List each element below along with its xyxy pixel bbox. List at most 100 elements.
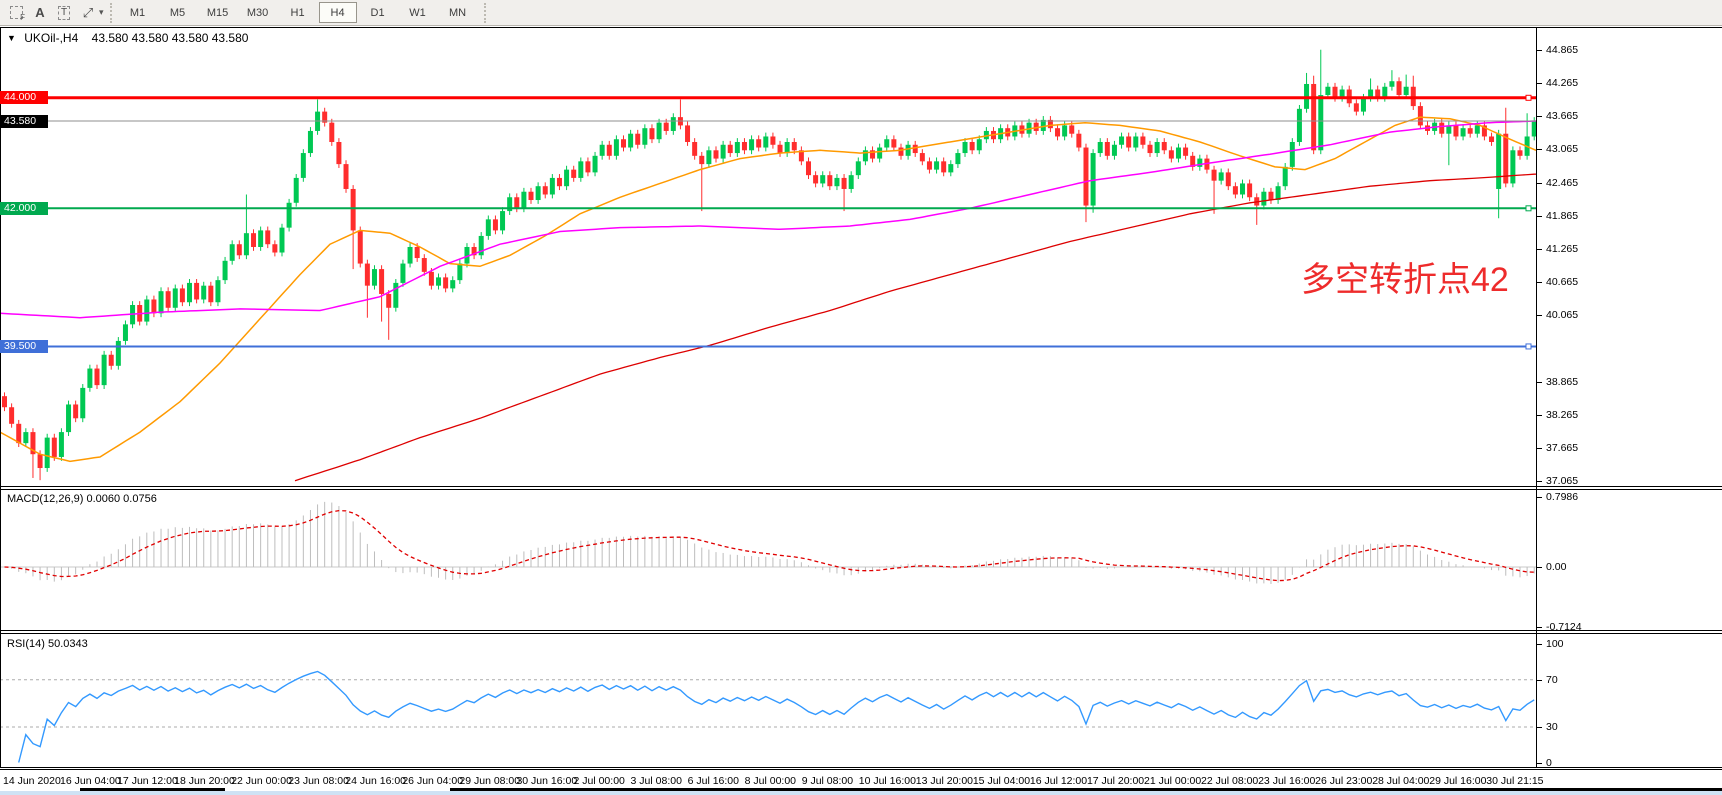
candle-body (528, 191, 534, 201)
candle-body (898, 147, 904, 156)
candle-body (322, 111, 328, 123)
candle-body (464, 246, 470, 264)
time-axis-label: 10 Jul 16:00 (858, 775, 916, 787)
timeframe-button-M30[interactable]: M30 (246, 6, 269, 19)
price-axis-label: 41.265 (1546, 242, 1579, 255)
candle-body (37, 454, 43, 469)
timeframe-button-M1[interactable]: M1 (129, 6, 146, 19)
arrows-dropdown-caret[interactable]: ▾ (99, 7, 104, 17)
candle-body (592, 155, 598, 173)
candle-body (1339, 89, 1345, 98)
candle-body (1289, 142, 1295, 167)
rsi-caption: RSI(14) 50.0343 (7, 638, 88, 650)
timeframe-button-MN[interactable]: MN (448, 6, 467, 19)
bottom-scrollbar-segment[interactable] (80, 788, 225, 791)
price-axis-label: 40.065 (1546, 309, 1579, 322)
candle-body (500, 211, 506, 231)
candle-body (1183, 147, 1189, 156)
candle-body (243, 233, 249, 256)
arrows-tool-icon[interactable]: ⤢ (82, 4, 94, 20)
toolbar-separator (483, 2, 486, 23)
chart-grid-f-icon[interactable]: F (5, 3, 27, 23)
candle-body (670, 117, 676, 131)
hline-handle[interactable] (1525, 343, 1532, 350)
candle-body (934, 161, 940, 170)
hline-handle[interactable] (1525, 205, 1532, 212)
candle-body (649, 128, 655, 140)
timeframe-button-D1[interactable]: D1 (370, 6, 385, 19)
time-axis-label: 24 Jun 16:00 (345, 775, 407, 787)
timeframe-button-H4[interactable]: H4 (318, 2, 357, 23)
price-axis-label: 40.665 (1546, 276, 1579, 289)
candle-body (179, 288, 185, 303)
candle-body (151, 299, 157, 314)
candle-body (1232, 186, 1238, 195)
candle-body (1069, 125, 1075, 134)
candle-body (336, 142, 342, 165)
candle-body (1296, 108, 1302, 143)
candle-body (293, 177, 299, 203)
candle-body (251, 233, 257, 247)
macd-caption: MACD(12,26,9) 0.0060 0.0756 (7, 493, 157, 505)
axis-tick (1537, 727, 1542, 728)
candle-body (784, 142, 790, 154)
candle-body (16, 423, 22, 444)
candle-body (848, 175, 854, 189)
candle-body (443, 277, 449, 289)
price-axis-label: 37.665 (1546, 441, 1579, 454)
timeframe-button-M15[interactable]: M15 (206, 6, 229, 19)
candle-body (699, 155, 705, 165)
candle-body (635, 133, 641, 145)
candle-body (542, 186, 548, 195)
candle-body (855, 161, 861, 176)
macd-axis-label: 0.00 (1546, 561, 1567, 573)
timeframe-button-W1[interactable]: W1 (409, 6, 426, 19)
candle-body (1197, 158, 1203, 167)
time-axis-label: 16 Jul 12:00 (1029, 775, 1088, 787)
time-axis-label: 9 Jul 08:00 (801, 775, 854, 787)
price-axis-label: 41.865 (1546, 209, 1579, 222)
candle-body (727, 144, 733, 154)
candle-body (58, 432, 64, 457)
candle-body (357, 230, 363, 264)
candle-body (663, 122, 669, 131)
candle-body (1318, 95, 1324, 151)
candle-body (478, 235, 484, 256)
candle-body (158, 291, 164, 314)
text-label-icon[interactable]: A (35, 5, 45, 20)
candle-body (51, 437, 57, 457)
price-axis-label: 44.265 (1546, 77, 1579, 90)
timeframe-button-H1[interactable]: H1 (290, 6, 305, 19)
timeframe-button-M5[interactable]: M5 (169, 6, 186, 19)
candle-body (229, 244, 235, 261)
candle-body (400, 263, 406, 283)
candle-body (1083, 147, 1089, 206)
candle-body (80, 387, 86, 419)
axis-tick (1537, 496, 1542, 498)
candle-body (1360, 97, 1366, 112)
candle-body (1147, 144, 1153, 154)
axis-tick (1537, 248, 1542, 250)
price-badge-44.000: 44.000 (0, 91, 48, 105)
candle-body (1453, 125, 1459, 137)
candle-body (613, 139, 619, 156)
candle-body (1382, 86, 1388, 98)
candle-body (73, 404, 79, 419)
candle-body (1517, 150, 1523, 156)
rsi-line (18, 670, 1535, 763)
price-axis-label: 42.465 (1546, 176, 1579, 189)
candle-body (1389, 81, 1395, 87)
text-box-icon[interactable]: T (53, 3, 75, 23)
candle-body (1062, 125, 1068, 137)
candle-body (144, 299, 150, 322)
candle-body (1211, 169, 1217, 181)
bottom-scrollbar-segment[interactable] (450, 788, 1722, 791)
collapse-chart-icon[interactable]: ▼ (7, 33, 16, 43)
candle-body (976, 139, 982, 151)
candle-body (1104, 142, 1110, 156)
candle-body (421, 258, 427, 272)
candle-body (1168, 150, 1174, 159)
macd-signal-line (4, 509, 1535, 582)
hline-handle[interactable] (1525, 94, 1532, 101)
